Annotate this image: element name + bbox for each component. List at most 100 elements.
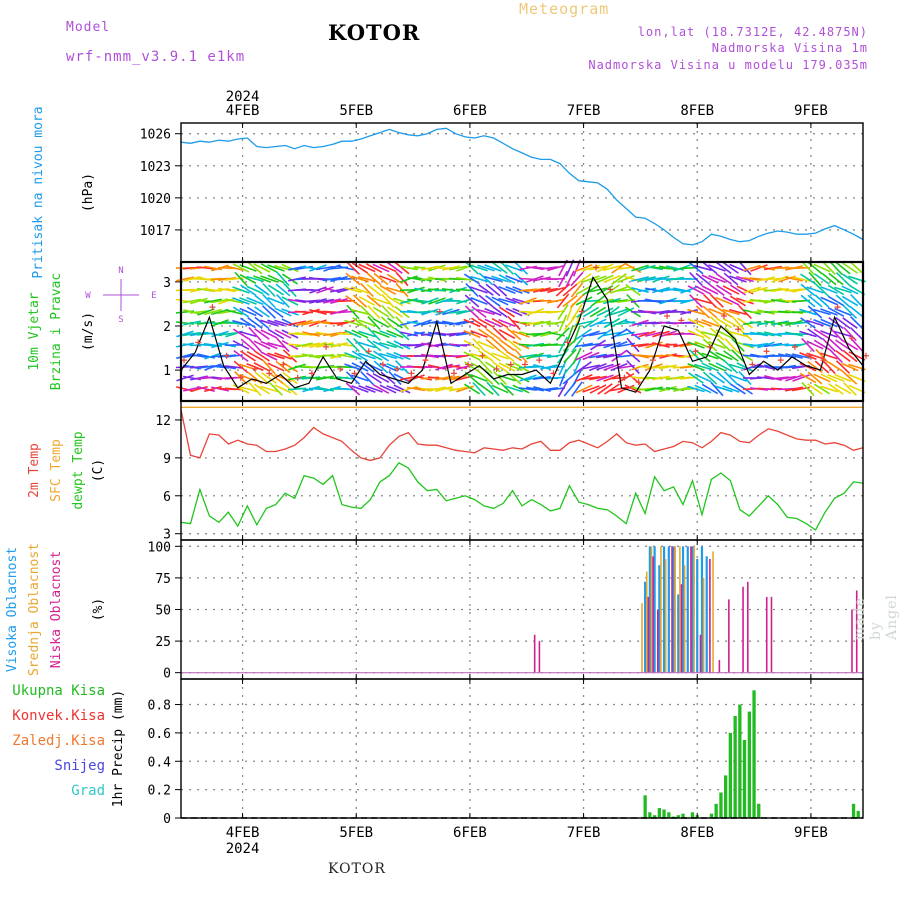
wind-barb [463, 339, 481, 351]
wind-gust-marker [536, 357, 543, 364]
wind-barb [576, 272, 592, 286]
wind-barb [611, 262, 627, 274]
wind-barb [631, 276, 649, 282]
wind-barb [820, 308, 838, 316]
wind-gust-marker [848, 335, 855, 342]
wind-barb [345, 272, 361, 286]
wind-barb [365, 262, 383, 274]
wind-barb [449, 374, 467, 382]
wind-barb [351, 262, 369, 274]
wind-barb [716, 338, 732, 352]
wind-gust-marker [664, 312, 671, 319]
wind-barb [449, 331, 467, 337]
wind-barb [582, 275, 600, 283]
product-name: Meteogram [519, 0, 610, 18]
wind-barb [344, 329, 362, 339]
pressure-axis-title: Pritisak na nivou mora [31, 106, 46, 278]
wind-barb [366, 372, 382, 384]
wind-barb [367, 315, 381, 331]
wind-barb [828, 316, 844, 330]
wind-barb [281, 263, 299, 273]
wind-barb [456, 385, 474, 393]
wind-gust-marker [692, 348, 699, 355]
wind-barb [596, 374, 614, 382]
wind-barb [379, 330, 397, 338]
precip-bar [690, 812, 695, 818]
wind-barb [367, 326, 381, 342]
wind-barb [533, 320, 551, 326]
wind-barb [637, 342, 657, 348]
wind-barb [680, 308, 698, 316]
y-tick-label: 3 [163, 528, 171, 543]
wind-barb [722, 308, 740, 316]
wind-barb [435, 308, 453, 316]
wind-barb [638, 276, 656, 282]
wind-gust-marker [408, 370, 415, 377]
wind-barb [455, 276, 475, 282]
wind-barb [492, 327, 508, 341]
wind-barb [268, 371, 284, 385]
wind-barb [505, 297, 523, 305]
precip-bar [709, 813, 714, 818]
precip-bar [643, 795, 647, 818]
wind-gust-marker [820, 357, 827, 364]
wind-barb [630, 331, 650, 337]
wind-barb [380, 316, 396, 330]
compass-north: N [118, 266, 123, 276]
wind-barb [197, 308, 215, 316]
wind-barb [358, 341, 376, 349]
y-tick-label: 25 [155, 635, 171, 650]
wind-barb [526, 275, 544, 283]
wind-barb [260, 329, 278, 339]
wind-barb [372, 306, 390, 318]
wind-barb [499, 339, 515, 351]
wind-barb [262, 359, 276, 375]
wind-barb [715, 284, 733, 296]
wind-barb [316, 286, 334, 294]
wind-barb [715, 351, 733, 361]
wind-barb [360, 282, 374, 298]
wind-barb [687, 285, 705, 295]
credit-watermark: made by Angel [852, 594, 900, 640]
wind-axis-title: Brzina i Pravac [49, 273, 64, 390]
wind-barb [232, 319, 250, 327]
wind-barb [455, 288, 475, 292]
wind-barb [841, 339, 859, 351]
bottom-day-label: 7FEB [567, 825, 601, 841]
wind-barb [330, 342, 348, 348]
wind-barb [240, 338, 256, 352]
wind-barb [380, 371, 396, 385]
wind-barb [694, 373, 712, 383]
panel-frame [180, 539, 864, 680]
wind-barb [807, 261, 823, 275]
wind-barb [709, 372, 725, 384]
wind-barb [379, 263, 397, 273]
wind-barb [253, 383, 271, 395]
wind-barb [247, 261, 263, 275]
y-tick-label: 0 [163, 812, 171, 827]
wind-barb [729, 275, 747, 283]
wind-barb [269, 382, 283, 396]
wind-barb [351, 362, 369, 372]
wind-barb-field [175, 259, 866, 398]
wind-barb [393, 384, 411, 394]
wind-barb [309, 298, 327, 304]
wind-barb [617, 307, 635, 317]
wind-barb [176, 386, 194, 392]
wind-barb [813, 383, 831, 395]
wind-barb [246, 350, 264, 362]
wind-barb [731, 315, 745, 331]
wind-barb [372, 383, 390, 395]
wind-barb [345, 371, 361, 385]
wind-barb [582, 364, 600, 370]
wind-gust-marker [266, 370, 273, 377]
wind-gust-marker [465, 361, 472, 368]
y-tick-label: 1020 [140, 192, 171, 207]
wind-barb [395, 271, 409, 287]
wind-barb [414, 287, 432, 293]
wind-barb [449, 386, 467, 392]
wind-barb [673, 342, 691, 348]
wind-barb [232, 328, 250, 340]
wind-barb [695, 349, 711, 363]
wind-barb [708, 362, 726, 372]
